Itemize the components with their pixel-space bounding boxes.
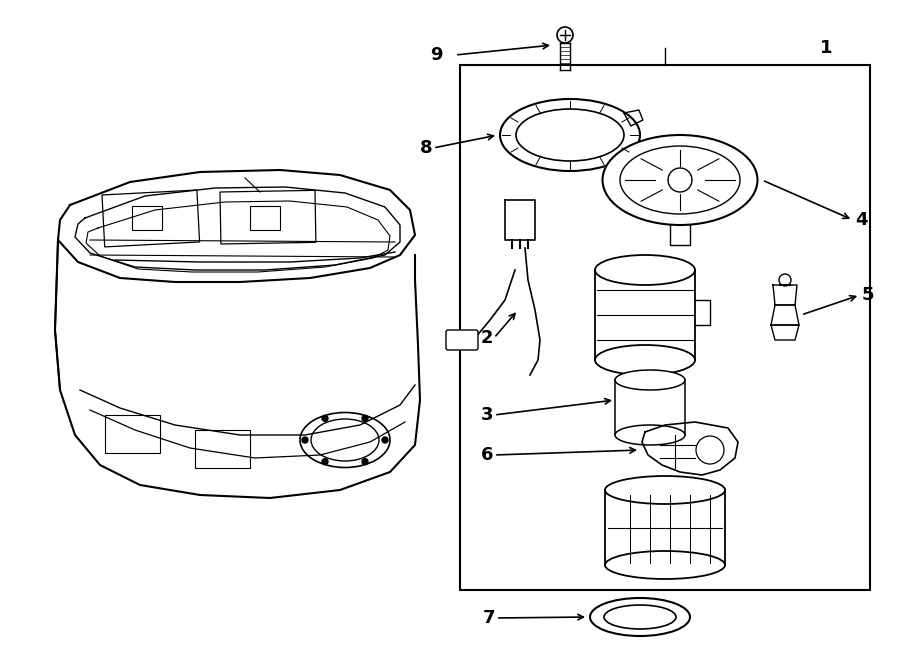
Circle shape	[302, 437, 308, 443]
Text: 9: 9	[430, 46, 443, 64]
Bar	[132, 206, 162, 230]
Circle shape	[362, 459, 368, 465]
Text: 6: 6	[481, 446, 493, 464]
Ellipse shape	[516, 109, 624, 161]
Ellipse shape	[604, 605, 676, 629]
Ellipse shape	[605, 476, 725, 504]
Ellipse shape	[615, 425, 685, 445]
Bar	[105, 415, 160, 453]
Ellipse shape	[595, 255, 695, 285]
Circle shape	[322, 459, 328, 465]
Ellipse shape	[595, 345, 695, 375]
Ellipse shape	[615, 370, 685, 390]
Text: 2: 2	[481, 329, 493, 347]
Circle shape	[382, 437, 388, 443]
Circle shape	[322, 415, 328, 421]
Circle shape	[362, 415, 368, 421]
Bar	[250, 206, 280, 230]
Ellipse shape	[500, 99, 640, 171]
Bar	[220, 191, 316, 244]
Text: 3: 3	[481, 406, 493, 424]
Ellipse shape	[605, 551, 725, 579]
Bar	[102, 190, 200, 247]
Ellipse shape	[602, 135, 758, 225]
Text: 1: 1	[820, 39, 832, 57]
Text: 7: 7	[482, 609, 495, 627]
Text: 8: 8	[419, 139, 432, 157]
Bar	[460, 65, 870, 590]
Text: 4: 4	[855, 211, 868, 229]
Ellipse shape	[620, 146, 740, 214]
FancyBboxPatch shape	[446, 330, 478, 350]
Bar	[195, 430, 250, 468]
Text: 5: 5	[862, 286, 875, 304]
Ellipse shape	[590, 598, 690, 636]
